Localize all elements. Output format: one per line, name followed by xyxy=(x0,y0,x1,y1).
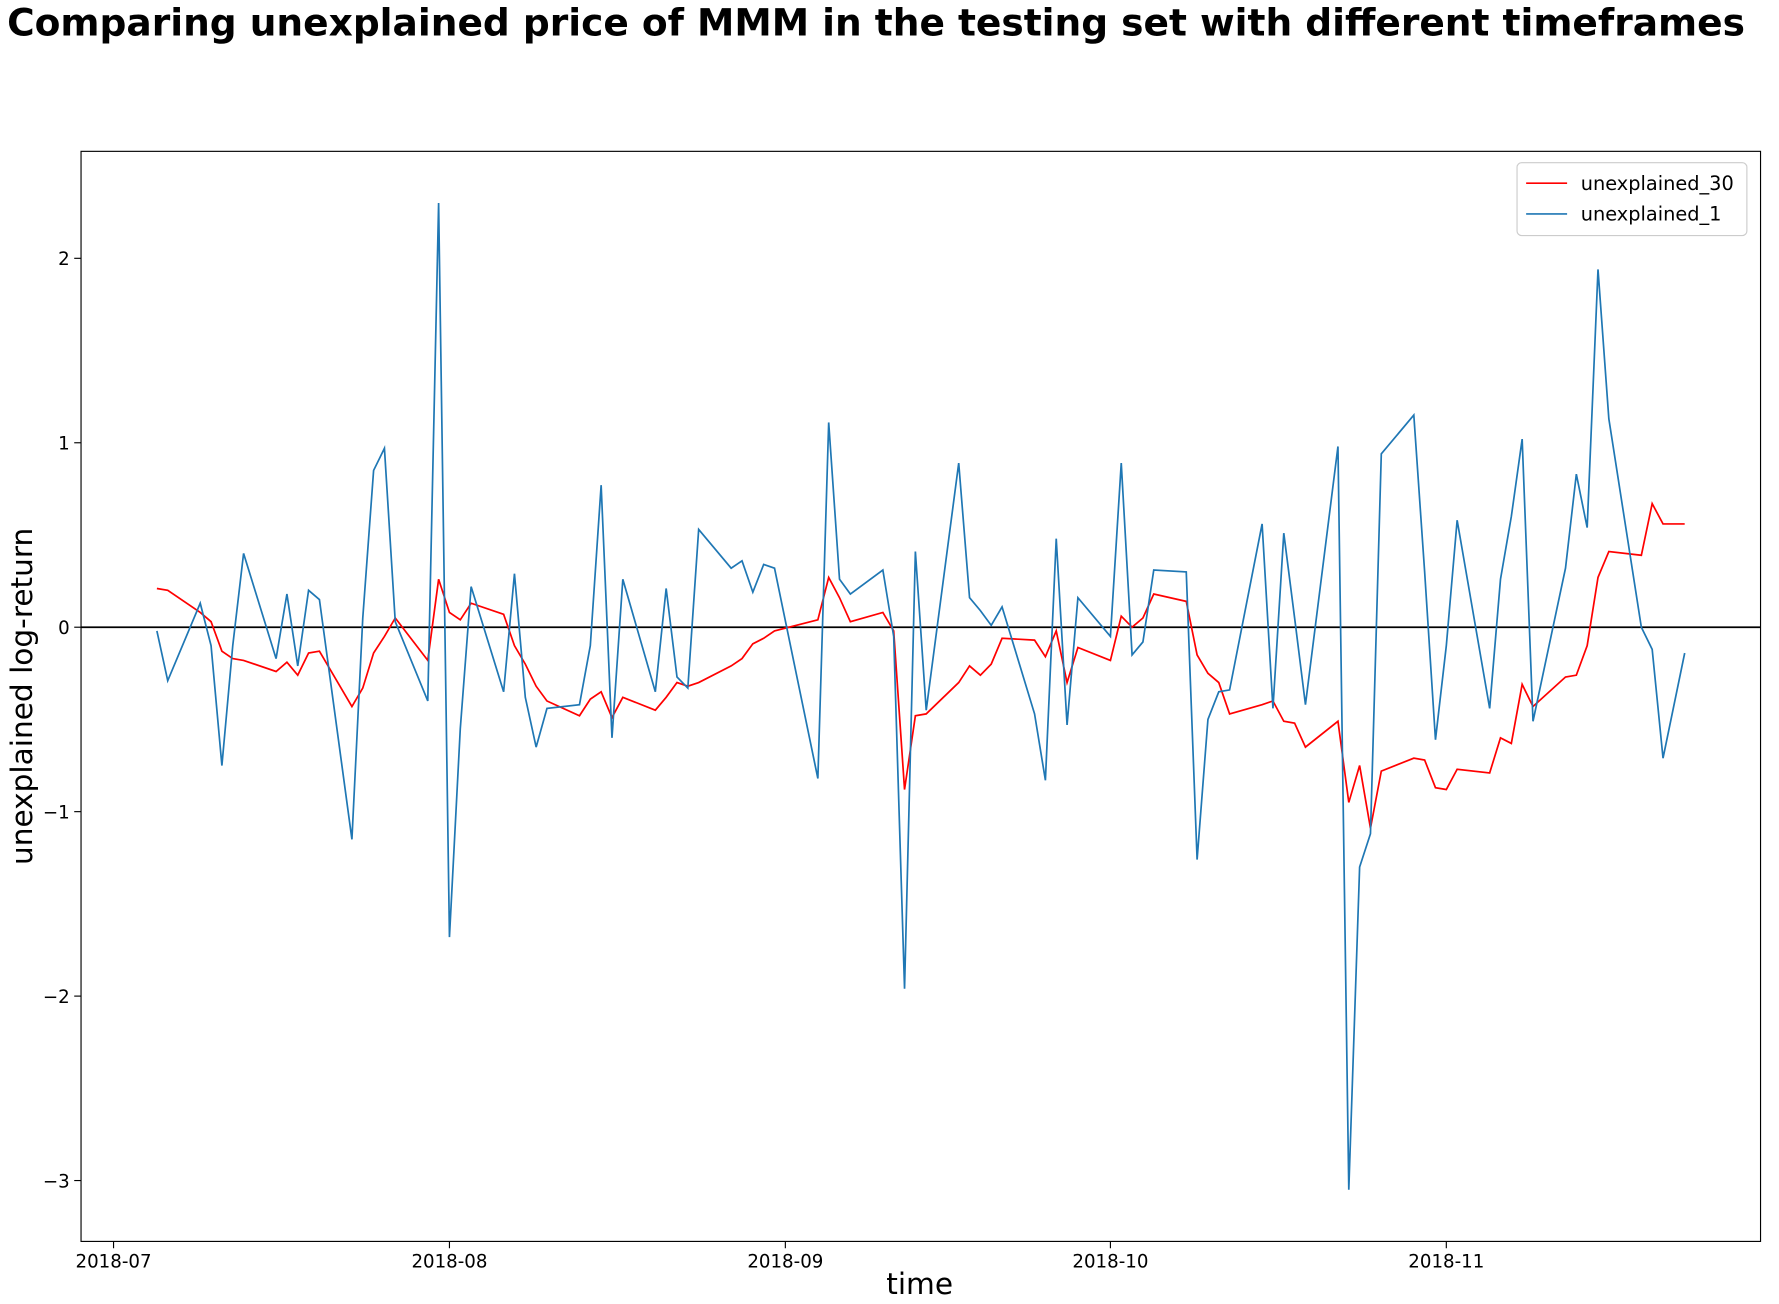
x-tick-label: 2018-09 xyxy=(747,1252,823,1273)
series-line xyxy=(156,202,1686,1190)
y-tick-label: 2 xyxy=(58,249,70,270)
legend-label: unexplained_1 xyxy=(1581,203,1722,226)
plot-frame xyxy=(80,150,1762,1242)
x-tick-label: 2018-11 xyxy=(1408,1252,1484,1273)
legend-label: unexplained_30 xyxy=(1581,172,1734,195)
legend-box xyxy=(1516,162,1748,237)
y-tick-label: −3 xyxy=(43,1171,70,1192)
y-tick-label: 0 xyxy=(58,618,70,639)
x-axis-label: time xyxy=(886,1267,953,1301)
y-tick-label: 1 xyxy=(58,434,70,455)
chart-title: Comparing unexplained price of MMM in th… xyxy=(7,0,1745,44)
x-tick-label: 2018-08 xyxy=(411,1252,487,1273)
y-tick-label: −1 xyxy=(43,802,70,823)
series-line xyxy=(156,501,1685,829)
x-tick-label: 2018-10 xyxy=(1072,1252,1148,1273)
x-tick-label: 2018-07 xyxy=(76,1252,152,1273)
legend: unexplained_30 unexplained_1 xyxy=(1516,162,1748,237)
y-axis-label: unexplained log-return xyxy=(5,528,39,865)
y-tick-label: −2 xyxy=(43,987,70,1008)
